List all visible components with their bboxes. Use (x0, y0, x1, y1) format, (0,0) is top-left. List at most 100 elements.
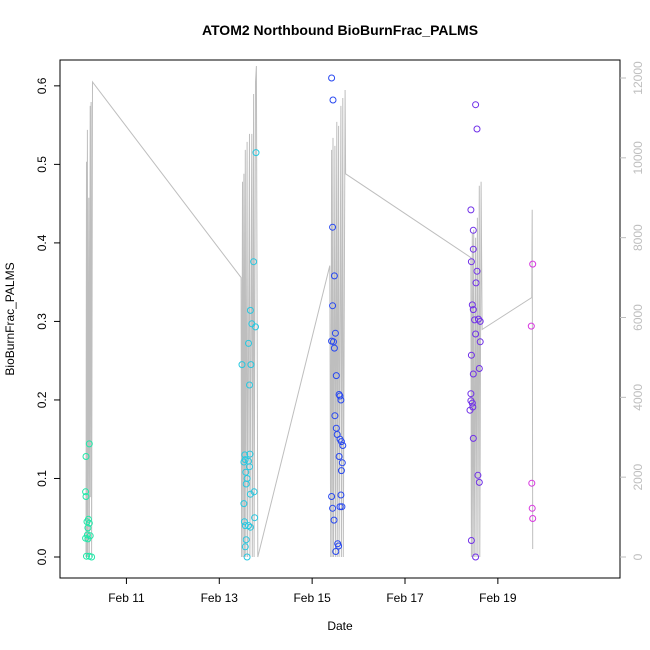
data-point (85, 440, 93, 448)
x-tick-label: Feb 19 (479, 591, 517, 605)
y2-tick-label: 0 (631, 553, 645, 560)
data-point (331, 329, 339, 337)
y-tick-label: 0.1 (35, 470, 49, 487)
data-point (339, 442, 347, 449)
data-point (85, 519, 93, 527)
data-point (473, 125, 481, 133)
data-point (84, 524, 92, 532)
data-point (528, 479, 536, 487)
y2-tick-label: 8000 (631, 224, 645, 251)
data-point (247, 361, 255, 369)
data-point (336, 503, 344, 511)
data-point (250, 488, 258, 496)
data-point (330, 272, 338, 280)
data-point (474, 315, 482, 323)
data-point (527, 322, 535, 330)
data-point (88, 553, 96, 561)
data-point (476, 317, 484, 325)
x-tick-label: Feb 15 (293, 591, 331, 605)
x-tick-label: Feb 13 (201, 591, 239, 605)
data-point (528, 504, 536, 512)
data-points-layer (82, 74, 537, 561)
data-point (467, 537, 475, 544)
data-point (245, 522, 252, 530)
data-point (240, 458, 248, 466)
data-point (331, 412, 339, 420)
data-point (469, 403, 477, 411)
data-point (472, 330, 480, 338)
y-tick-label: 0.5 (35, 156, 49, 173)
data-point (82, 488, 90, 496)
x-axis-label: Date (327, 619, 353, 633)
data-point (469, 226, 477, 234)
data-point (242, 480, 250, 488)
altitude-line (85, 65, 534, 558)
data-point (329, 96, 337, 104)
data-point (472, 279, 480, 287)
data-point (246, 463, 253, 471)
data-point (469, 306, 477, 314)
data-point (82, 453, 90, 460)
data-point (467, 206, 475, 214)
data-point (467, 390, 475, 398)
y2-tick-label: 4000 (631, 384, 645, 411)
data-point (467, 351, 475, 359)
data-point (332, 548, 340, 555)
data-point (252, 149, 260, 157)
data-point (337, 467, 345, 475)
y-axis: 0.0 0.1 0.2 0.3 0.4 0.5 0.6 (35, 77, 60, 565)
data-point (246, 306, 254, 314)
data-point (246, 381, 253, 389)
x-tick-label: Feb 17 (386, 591, 424, 605)
data-point (330, 516, 338, 524)
data-point (86, 532, 94, 540)
data-point (469, 370, 477, 378)
data-point (529, 260, 537, 268)
data-point (243, 553, 251, 561)
data-point (476, 338, 484, 346)
data-point (250, 258, 258, 266)
data-point (335, 542, 343, 550)
x-tick-label: Feb 11 (108, 591, 145, 605)
data-point (329, 223, 337, 231)
data-point (335, 453, 343, 460)
data-point (469, 245, 477, 253)
data-point (328, 74, 336, 82)
altitude-trace-layer (85, 65, 534, 558)
data-point (328, 493, 336, 500)
data-point (238, 361, 246, 369)
y-tick-label: 0.2 (35, 391, 49, 408)
data-point (338, 459, 346, 467)
y-tick-label: 0.0 (35, 548, 49, 565)
data-point (475, 478, 483, 486)
data-point (337, 396, 345, 404)
data-point (472, 553, 480, 561)
data-point (468, 301, 476, 309)
x-axis: Feb 11 Feb 13 Feb 15 Feb 17 Feb 19 (108, 578, 517, 605)
data-point (473, 267, 481, 275)
data-point (329, 302, 337, 310)
data-point (245, 339, 252, 347)
data-point (82, 493, 90, 500)
y-tick-label: 0.4 (35, 234, 49, 251)
plot-frame (59, 59, 621, 579)
y2-tick-label: 12000 (631, 61, 645, 95)
data-point (332, 372, 340, 380)
data-point (467, 258, 475, 266)
data-point (474, 471, 482, 479)
y2-tick-label: 10000 (631, 141, 645, 175)
y2-tick-label: 6000 (631, 304, 645, 331)
data-point (336, 392, 344, 400)
data-point (242, 536, 250, 544)
data-point (469, 434, 477, 442)
data-point (240, 500, 248, 508)
data-point (83, 531, 91, 539)
y2-tick-label: 2000 (631, 463, 645, 490)
data-point (241, 451, 249, 459)
data-point (337, 491, 345, 499)
data-point (246, 450, 254, 458)
data-point (246, 523, 254, 531)
data-point (84, 515, 92, 523)
data-point (467, 397, 475, 405)
